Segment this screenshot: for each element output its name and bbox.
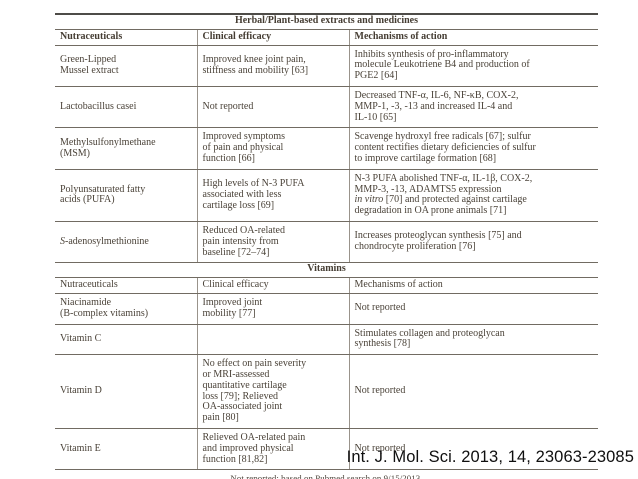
nutraceuticals-table: Herbal/Plant-based extracts and medicine… — [55, 13, 598, 471]
section-title: Herbal/Plant-based extracts and medicine… — [55, 14, 598, 30]
cell-efficacy: Improved joint mobility [77] — [196, 293, 349, 325]
cell-efficacy: Relieved OA-related pain and improved ph… — [196, 428, 349, 471]
table-row: Methylsulfonylmethane (MSM) Improved symp… — [55, 127, 598, 170]
table-row: Lactobacillus casei Not reported Decreased… — [55, 86, 598, 129]
nutraceuticals-table-container: Herbal/Plant-based extracts and medicine… — [55, 13, 598, 479]
column-header: Clinical efficacy — [196, 277, 349, 294]
cell-nutraceutical: Green-Lipped Mussel extract — [55, 45, 197, 87]
cell-efficacy: Reduced OA-related pain intensity from b… — [196, 221, 349, 264]
section-title: Vitamins — [55, 262, 598, 279]
column-header: Mechanisms of action — [348, 29, 598, 46]
table-row: Vitamin E Relieved OA-related pain and im… — [55, 428, 598, 471]
table-body: Herbal/Plant-based extracts and medicine… — [55, 14, 598, 471]
italic-text: in vitro — [354, 194, 384, 206]
section-title-row: Herbal/Plant-based extracts and medicine… — [55, 14, 598, 30]
table-row: Green-Lipped Mussel extract Improved knee… — [55, 45, 598, 87]
column-header: Mechanisms of action — [348, 277, 598, 294]
cell-mechanism: N-3 PUFA abolished TNF-α, IL-1β, COX-2, … — [348, 169, 598, 222]
table-footnote: Not reported: based on Pubmed search on … — [230, 472, 423, 479]
cell-efficacy: Improved symptoms of pain and physical f… — [196, 127, 349, 170]
table-row: Niacinamide (B-complex vitamins) Improved… — [55, 293, 598, 325]
cell-efficacy: Improved knee joint pain, stiffness and … — [196, 45, 349, 87]
section-title-row: Vitamins — [55, 262, 598, 279]
table-row: Polyunsaturated fatty acids (PUFA) High l… — [55, 169, 598, 222]
text-run: N-3 PUFA abolished TNF-α, IL-1β, COX-2, … — [354, 172, 533, 195]
cell-efficacy: No effect on pain severity or MRI-assess… — [196, 354, 349, 429]
cell-nutraceutical: Lactobacillus casei — [55, 86, 197, 129]
cell-mechanism: Decreased TNF-α, IL-6, NF-κB, COX-2, MMP… — [348, 86, 598, 129]
cell-mechanism: Not reported — [348, 293, 598, 325]
cell-mechanism: Inhibits synthesis of pro-inflammatory m… — [348, 45, 598, 87]
cell-nutraceutical: Vitamin D — [55, 354, 197, 429]
italic-text: S — [60, 235, 65, 247]
cell-efficacy — [196, 324, 349, 356]
cell-nutraceutical: Niacinamide (B-complex vitamins) — [55, 293, 197, 325]
column-header: Clinical efficacy — [196, 29, 349, 46]
text-run: [70] and protected against cartilage deg… — [354, 194, 527, 217]
cell-mechanism: Increases proteoglycan synthesis [75] an… — [348, 221, 598, 264]
cell-mechanism: Scavenge hydroxyl free radicals [67]; su… — [348, 127, 598, 170]
table-row: Vitamin C Stimulates collagen and proteog… — [55, 324, 598, 356]
cell-mechanism: Not reported — [348, 354, 598, 429]
cell-efficacy: Not reported — [196, 86, 349, 129]
cell-nutraceutical: Polyunsaturated fatty acids (PUFA) — [55, 169, 197, 222]
cell-efficacy: High levels of N-3 PUFA associated with … — [196, 169, 349, 222]
table-row: S-adenosylmethionine Reduced OA-related p… — [55, 221, 598, 264]
cell-nutraceutical: Vitamin E — [55, 428, 197, 471]
table-row: Vitamin D No effect on pain severity or M… — [55, 354, 598, 429]
cell-nutraceutical: Vitamin C — [55, 324, 197, 356]
text-run: -adenosylmethionine — [65, 235, 149, 247]
column-header: Nutraceuticals — [55, 29, 197, 46]
cell-mechanism: Not reported — [348, 428, 598, 471]
cell-nutraceutical: S-adenosylmethionine — [55, 221, 197, 264]
cell-mechanism: Stimulates collagen and proteoglycan syn… — [348, 324, 598, 356]
column-header-row: Nutraceuticals Clinical efficacy Mechanism… — [55, 29, 598, 46]
column-header: Nutraceuticals — [55, 277, 197, 294]
cell-nutraceutical: Methylsulfonylmethane (MSM) — [55, 127, 197, 170]
column-header-row: Nutraceuticals Clinical efficacy Mechanism… — [55, 277, 598, 294]
journal-citation: Int. J. Mol. Sci. 2013, 14, 23063-23085 — [346, 448, 634, 466]
